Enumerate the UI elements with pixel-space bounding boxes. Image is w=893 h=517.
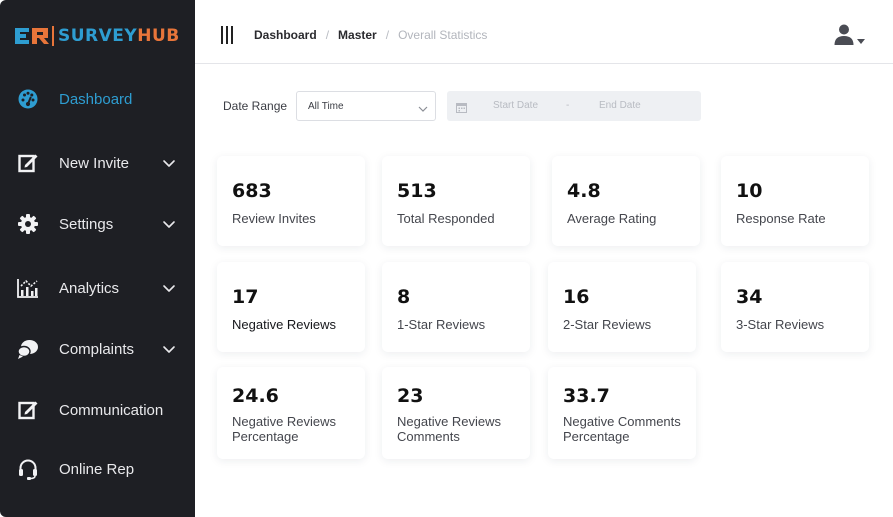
edit-icon [17,399,39,421]
sidebar-item-label: Communication [59,401,164,419]
sidebar-item-communication[interactable]: Communication [0,390,195,430]
date-range-dash: - [566,100,570,111]
stat-value: 23 [397,385,424,407]
end-date-input[interactable]: End Date [599,100,641,111]
stat-value: 10 [736,180,763,202]
sidebar-item-online-rep[interactable]: Online Rep [0,449,195,489]
stat-label: Review Invites [232,211,316,226]
logo-divider [52,26,54,46]
stat-label-line-2: Comments [397,429,460,444]
stat-card-average-rating: 4.8 Average Rating [552,156,700,246]
stat-label: Response Rate [736,211,826,226]
stat-label-line-2: Percentage [563,429,630,444]
caret-down-icon [857,31,865,49]
headset-icon [17,458,39,480]
sidebar-item-analytics[interactable]: Analytics [0,268,195,308]
top-bar: Dashboard / Master / Overall Statistics [195,0,893,64]
stat-label: Average Rating [567,211,657,226]
breadcrumb-master[interactable]: Master [338,28,377,42]
date-range-label: Date Range [223,99,288,113]
stat-value: 683 [232,180,272,202]
stat-value: 33.7 [563,385,610,407]
chevron-down-icon[interactable] [162,342,176,356]
logo-text: SURVEYHUB [58,26,180,46]
sidebar-item-dashboard[interactable]: Dashboard [0,79,195,119]
chevron-down-icon[interactable] [162,217,176,231]
stat-value: 24.6 [232,385,279,407]
stat-label: 3-Star Reviews [736,317,825,332]
breadcrumb-separator: / [385,28,390,42]
sidebar-item-label: Analytics [59,279,120,297]
stat-card-1-star-reviews: 8 1-Star Reviews [382,262,530,352]
stat-label-line-1: Negative Reviews [397,414,502,429]
stat-label-line-1: Negative Reviews [232,414,337,429]
sidebar-item-label: Online Rep [59,460,135,478]
calendar-icon [456,100,467,113]
stat-label: Total Responded [397,211,495,226]
breadcrumb-current: Overall Statistics [398,28,488,42]
start-date-input[interactable]: Start Date [493,100,539,111]
stat-value: 17 [232,286,259,308]
sidebar-item-label: Dashboard [59,90,133,108]
stat-label: 2-Star Reviews [563,317,652,332]
chat-bubbles-icon [17,338,39,360]
sidebar-item-complaints[interactable]: Complaints [0,329,195,369]
stat-label: Negative Reviews Percentage [232,414,336,444]
logo-text-survey: SURVEY [58,26,138,46]
logo-mark-icon [15,26,49,46]
dashboard-gauge-icon [17,88,39,110]
app-logo[interactable]: SURVEYHUB [15,25,180,47]
chevron-down-icon[interactable] [162,156,176,170]
stat-card-negative-reviews-comments: 23 Negative Reviews Comments [382,367,530,459]
stat-label: Negative Reviews [232,317,337,332]
stat-label: Negative Reviews Comments [397,414,501,444]
user-menu[interactable] [834,24,865,50]
stat-card-review-invites: 683 Review Invites [217,156,365,246]
stat-label: Negative Comments Percentage [563,414,681,444]
stat-card-total-responded: 513 Total Responded [382,156,530,246]
stat-card-3-star-reviews: 34 3-Star Reviews [721,262,869,352]
chevron-down-icon [418,101,428,112]
stat-value: 8 [397,286,411,308]
stat-label: 1-Star Reviews [397,317,486,332]
stat-value: 4.8 [567,180,601,202]
date-range-select-value: All Time [308,101,344,112]
sidebar-item-label: Complaints [59,340,135,358]
breadcrumb: Dashboard / Master / Overall Statistics [254,28,487,42]
stat-value: 16 [563,286,590,308]
stat-label-line-2: Percentage [232,429,299,444]
breadcrumb-dashboard[interactable]: Dashboard [254,28,317,42]
menu-toggle-icon[interactable] [221,26,235,44]
stat-value: 34 [736,286,763,308]
stat-label-line-1: Negative Comments [563,414,681,429]
analytics-chart-icon [17,277,39,299]
date-range-picker[interactable]: Start Date - End Date [447,91,701,121]
user-avatar-icon [834,24,854,50]
chevron-down-icon[interactable] [162,281,176,295]
sidebar-item-label: Settings [59,215,114,233]
sidebar-item-new-invite[interactable]: New Invite [0,143,195,183]
stat-card-2-star-reviews: 16 2-Star Reviews [548,262,696,352]
sidebar-item-label: New Invite [59,154,130,172]
stat-value: 513 [397,180,437,202]
sidebar-item-settings[interactable]: Settings [0,204,195,244]
sidebar: SURVEYHUB Dashboard New Invit [0,0,195,517]
logo-text-hub: HUB [137,26,180,46]
stat-card-negative-comments-percentage: 33.7 Negative Comments Percentage [548,367,696,459]
gear-icon [17,213,39,235]
breadcrumb-separator: / [325,28,330,42]
stat-card-response-rate: 10 Response Rate [721,156,869,246]
date-range-select[interactable]: All Time [296,91,436,121]
edit-icon [17,152,39,174]
stat-card-negative-reviews-percentage: 24.6 Negative Reviews Percentage [217,367,365,459]
stat-card-negative-reviews: 17 Negative Reviews [217,262,365,352]
